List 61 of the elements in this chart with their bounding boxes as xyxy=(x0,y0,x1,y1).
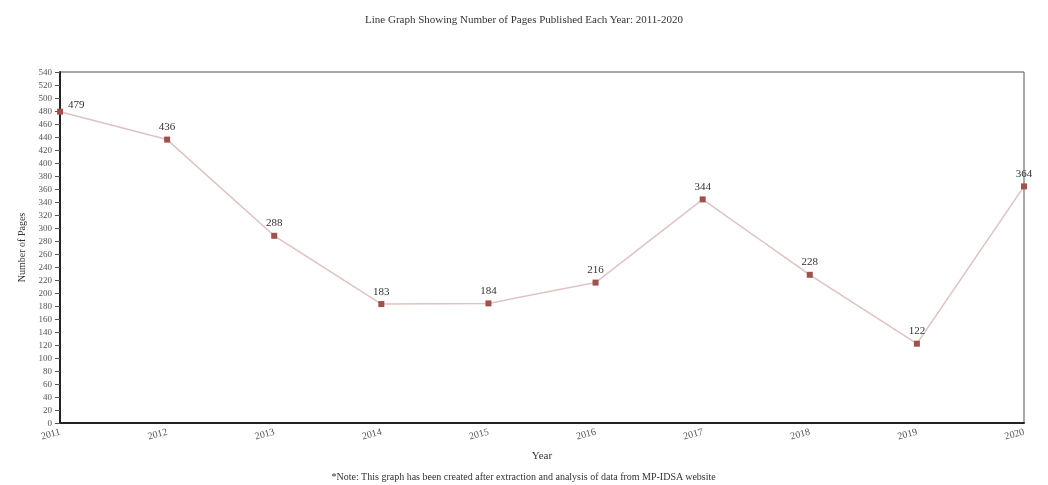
data-label: 288 xyxy=(265,216,283,229)
y-tick-label: 160 xyxy=(38,314,53,324)
y-tick-label: 260 xyxy=(38,249,53,259)
x-tick-label: 2014 xyxy=(360,425,383,442)
point xyxy=(378,301,385,308)
x-tick-label: 2018 xyxy=(789,425,812,442)
y-tick-label: 380 xyxy=(38,171,53,181)
point xyxy=(485,300,492,307)
point xyxy=(699,196,706,203)
data-label: 122 xyxy=(908,324,926,337)
y-tick-label: 220 xyxy=(38,275,53,285)
data-label: 183 xyxy=(373,284,391,297)
y-tick-label: 480 xyxy=(38,106,53,116)
x-tick-label: 2017 xyxy=(681,425,705,442)
data-label: 436 xyxy=(158,120,176,133)
x-tick-label: 2011 xyxy=(39,425,62,442)
data-label: 364 xyxy=(1015,166,1033,179)
y-tick-label: 320 xyxy=(38,210,53,220)
y-tick-label: 200 xyxy=(38,288,53,298)
text: *Note: This graph has been created after extraction and analysis of data from MP-IDSA website xyxy=(331,470,717,482)
y-tick-label: 0 xyxy=(47,418,53,428)
y-tick-label: 60 xyxy=(43,379,53,389)
data-label: 344 xyxy=(694,179,712,192)
y-tick-label: 140 xyxy=(38,327,53,337)
y-tick-label: 520 xyxy=(38,80,53,90)
point xyxy=(271,232,278,239)
y-tick-label: 340 xyxy=(38,197,53,207)
y-tick-label: 80 xyxy=(43,366,53,376)
point xyxy=(592,279,599,286)
y-tick-label: 440 xyxy=(38,132,53,142)
data-label: 228 xyxy=(801,255,819,268)
y-tick-label: 240 xyxy=(38,262,53,272)
y-tick-label: 20 xyxy=(43,405,53,415)
x-tick-label: 2012 xyxy=(146,425,169,442)
y-tick-label: 400 xyxy=(38,158,53,168)
y-tick-label: 100 xyxy=(38,353,53,363)
x-tick-label: 2015 xyxy=(467,425,490,442)
point xyxy=(1021,183,1027,190)
data-label: 184 xyxy=(480,283,498,296)
y-tick-label: 300 xyxy=(38,223,53,233)
y-tick-label: 120 xyxy=(38,340,53,350)
chart-title: Line Graph Showing Number of Pages Published Each Year: 2011-2020 xyxy=(365,12,684,25)
y-tick-label: 420 xyxy=(38,145,53,155)
y-tick-label: 180 xyxy=(38,301,53,311)
x-tick-label: 2016 xyxy=(574,425,597,442)
y-tick-label: 360 xyxy=(38,184,53,194)
x-tick-label: 2013 xyxy=(253,425,276,442)
point xyxy=(913,340,920,347)
y-tick-label: 40 xyxy=(43,392,53,402)
point xyxy=(164,136,171,143)
x-tick-label: 2019 xyxy=(896,425,919,442)
data-label: 216 xyxy=(587,263,605,276)
x-tick-label: 2020 xyxy=(1003,425,1026,442)
y-axis-title: Number of Pages xyxy=(15,212,27,283)
y-tick-label: 540 xyxy=(38,67,53,77)
y-tick-label: 280 xyxy=(38,236,53,246)
y-tick-label: 500 xyxy=(38,93,53,103)
point xyxy=(806,271,813,278)
y-tick-label: 460 xyxy=(38,119,53,129)
x-axis-title: Year xyxy=(531,448,553,461)
data-label: 479 xyxy=(68,97,85,110)
